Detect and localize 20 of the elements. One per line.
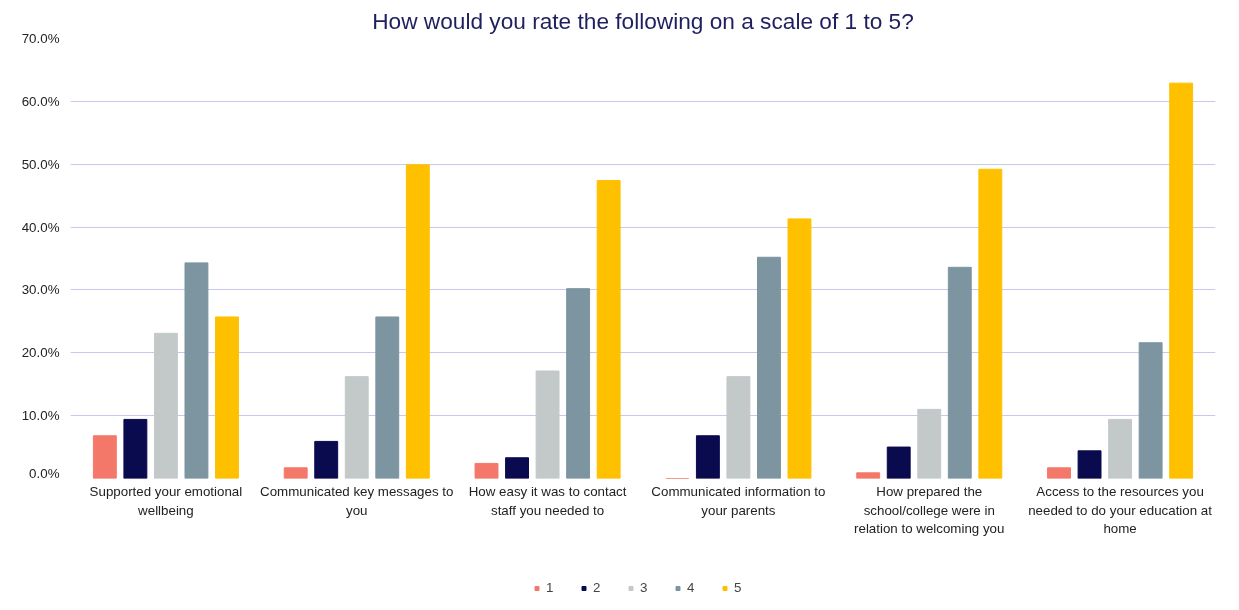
y-tick-label: 0.0% xyxy=(29,465,60,481)
y-tick-label: 10.0% xyxy=(21,408,60,424)
chart-title: How would you rate the following on a scale of 1 to 5? xyxy=(372,7,914,34)
x-tick-label: Communicated key messages to you xyxy=(260,483,454,518)
y-tick-label: 70.0% xyxy=(21,31,60,46)
y-tick-label: 50.0% xyxy=(21,156,60,172)
x-tick-label: Access to the resources you needed to do your education at home xyxy=(1028,483,1213,537)
y-tick-label: 40.0% xyxy=(21,219,60,235)
x-tick-label: How easy it was to contact staff you needed to xyxy=(468,483,627,518)
x-tick-label: Supported your emotional wellbeing xyxy=(89,483,243,518)
legend-label: 5 xyxy=(734,580,743,595)
y-tick-label: 30.0% xyxy=(21,282,60,298)
x-tick-label: Communicated information to your parents xyxy=(651,483,826,518)
y-tick-label: 20.0% xyxy=(21,345,60,361)
legend-label: 3 xyxy=(640,580,649,595)
x-tick-label: How prepared the school/college were in relation to welcoming you xyxy=(854,483,1005,537)
legend-label: 2 xyxy=(593,580,602,595)
legend-label: 1 xyxy=(546,580,555,595)
y-tick-label: 60.0% xyxy=(21,93,60,109)
legend-label: 4 xyxy=(687,580,696,595)
